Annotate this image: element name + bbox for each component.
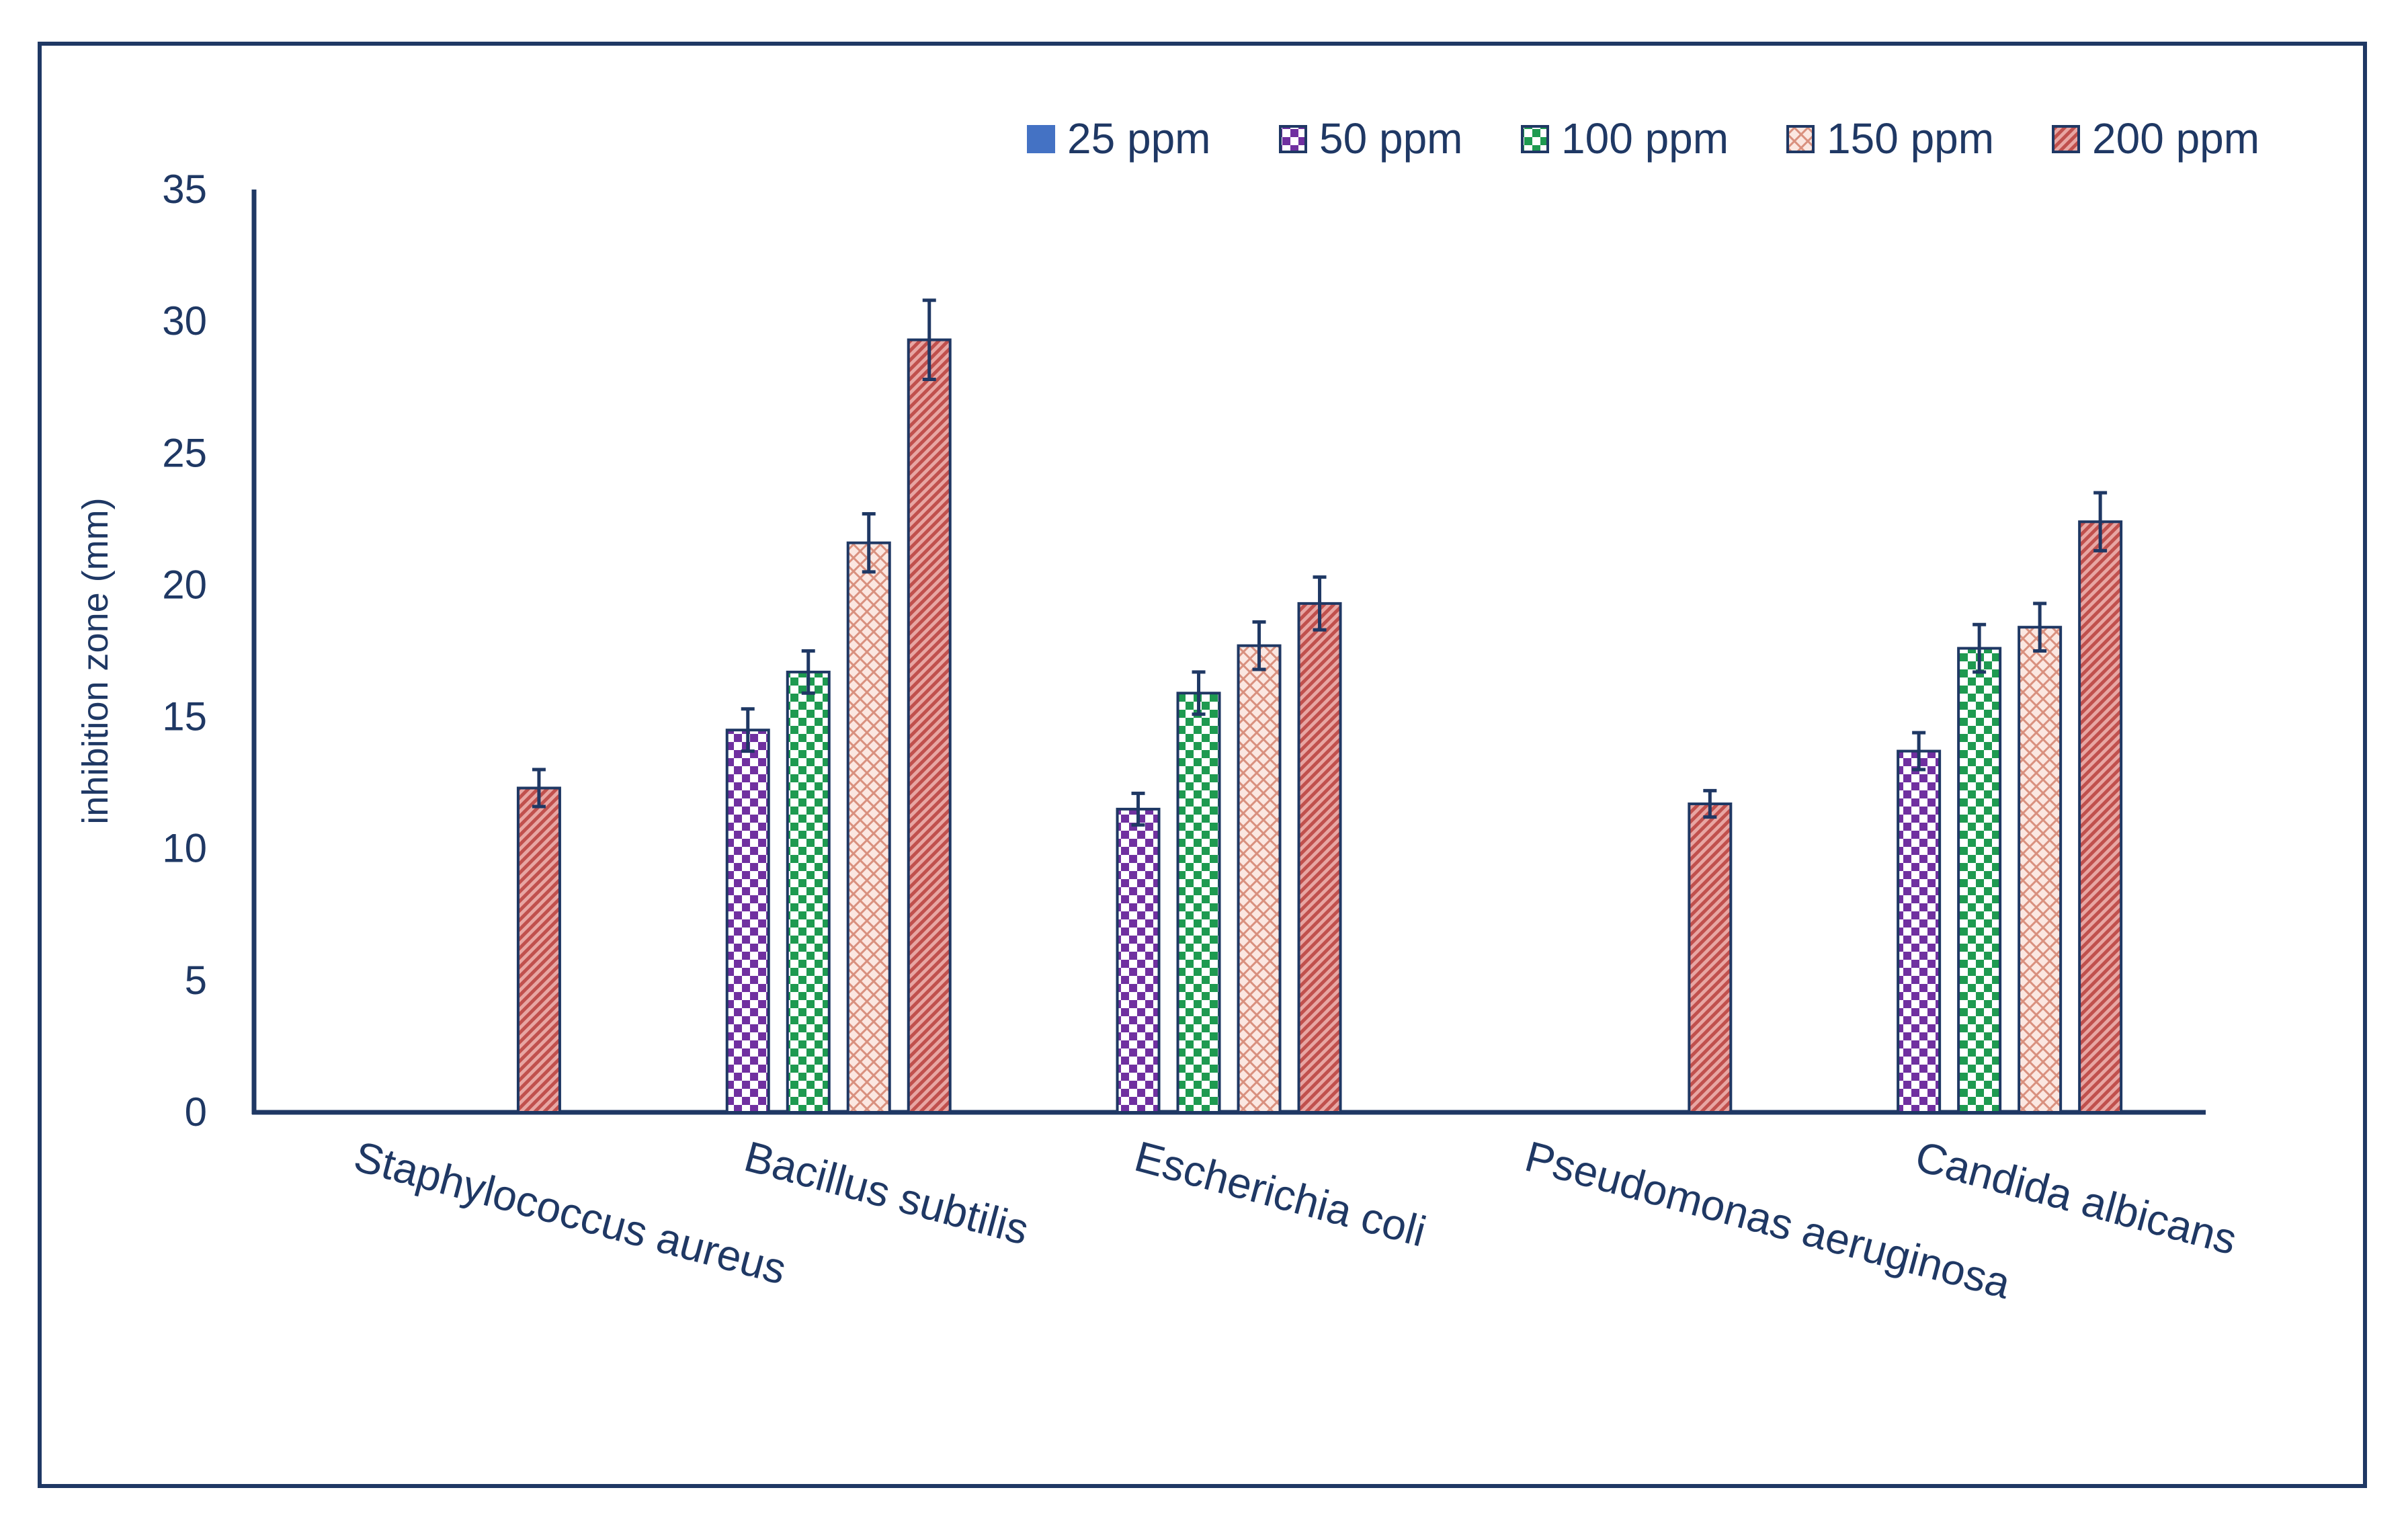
bar xyxy=(2078,520,2123,1114)
y-tick-label: 0 xyxy=(185,1089,207,1135)
bar xyxy=(907,338,952,1114)
x-category-label: Escherichia coli xyxy=(1130,1132,1431,1256)
bar xyxy=(1237,644,1282,1114)
legend-swatch xyxy=(1786,125,1815,153)
bar xyxy=(725,729,770,1114)
legend-label: 150 ppm xyxy=(1827,114,1994,163)
legend-swatch xyxy=(1279,125,1307,153)
y-tick-label: 20 xyxy=(162,562,207,607)
x-category-label: Staphylococcus aureus xyxy=(349,1132,792,1294)
legend-label: 25 ppm xyxy=(1067,114,1210,163)
y-axis-title: inhibition zone (mm) xyxy=(75,497,116,824)
y-tick-label: 5 xyxy=(185,958,207,1003)
bar xyxy=(1116,807,1161,1114)
bar xyxy=(1688,802,1733,1114)
y-tick-label: 35 xyxy=(162,167,207,212)
y-tick-label: 15 xyxy=(162,694,207,739)
y-tick-label: 10 xyxy=(162,826,207,871)
y-tick-label: 25 xyxy=(162,430,207,475)
y-tick-label: 30 xyxy=(162,298,207,343)
bar xyxy=(846,541,891,1114)
bar xyxy=(1897,749,1942,1114)
bar xyxy=(516,786,561,1114)
legend-label: 50 ppm xyxy=(1319,114,1462,163)
x-category-label: Bacillus subtilis xyxy=(739,1132,1034,1254)
bar xyxy=(1297,602,1342,1114)
bar xyxy=(1176,692,1221,1114)
legend-swatch xyxy=(1521,125,1549,153)
bar xyxy=(786,670,831,1114)
x-category-label: Candida albicans xyxy=(1911,1132,2242,1264)
bar xyxy=(1957,647,2002,1114)
legend-swatch xyxy=(2052,125,2080,153)
bar xyxy=(2018,626,2063,1114)
legend-label: 100 ppm xyxy=(1561,114,1729,163)
legend-swatch xyxy=(1027,125,1055,153)
legend-label: 200 ppm xyxy=(2092,114,2259,163)
